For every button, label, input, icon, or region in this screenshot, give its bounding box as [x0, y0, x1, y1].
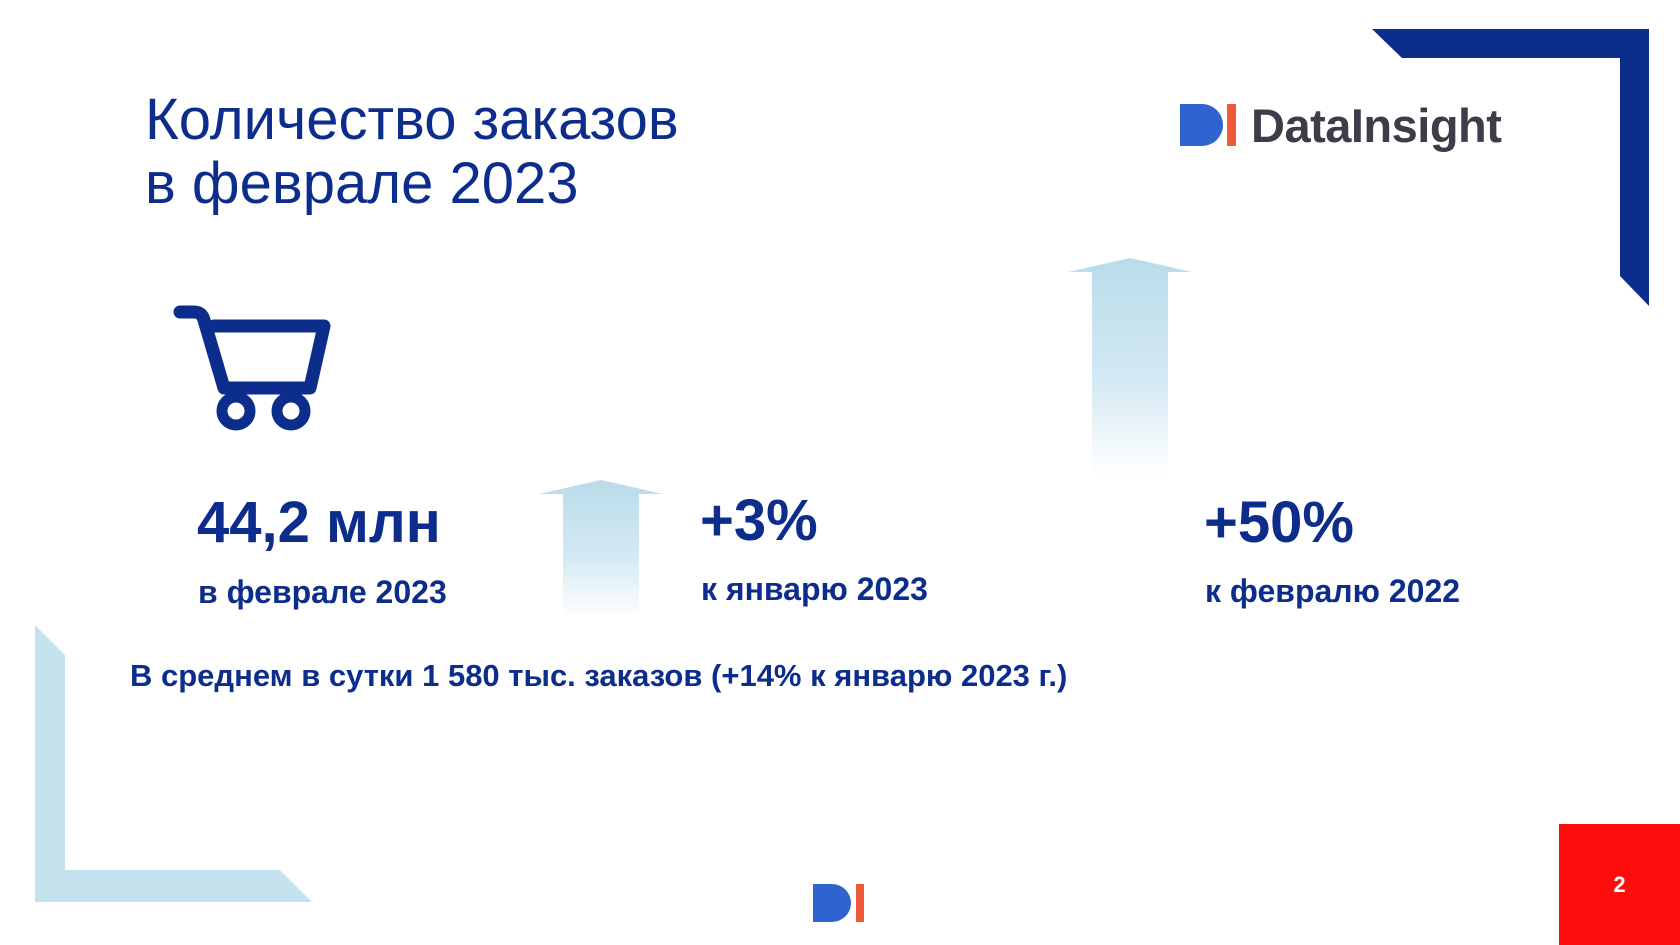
up-arrow-icon	[539, 480, 663, 618]
page-number: 2	[1613, 871, 1626, 897]
page-title: Количество заказов в феврале 2023	[145, 88, 679, 216]
corner-frame-bottom-left	[35, 625, 312, 902]
di-logo-mark-icon	[813, 884, 864, 922]
corner-frame-top-right	[1372, 29, 1649, 306]
page-title-line-1: Количество заказов	[145, 87, 679, 152]
up-arrow-icon	[1068, 258, 1192, 476]
logo-text: DataInsight	[1251, 99, 1502, 152]
data-insight-logo	[1180, 104, 1540, 154]
stat-value-mom: +3%	[700, 488, 818, 553]
daily-average-summary: В среднем в сутки 1 580 тыс. заказов (+1…	[130, 658, 1068, 693]
stat-label-yoy: к февралю 2022	[1205, 573, 1461, 609]
di-logo-mark-icon	[1180, 104, 1236, 146]
stat-value-yoy: +50%	[1204, 490, 1354, 555]
stat-label-mom: к январю 2023	[701, 571, 928, 607]
page-title-line-2: в феврале 2023	[145, 151, 579, 216]
page-number-badge: 2	[1559, 824, 1680, 945]
shopping-cart-icon	[173, 305, 331, 431]
stat-value-orders: 44,2 млн	[197, 490, 441, 555]
stat-label-orders: в феврале 2023	[198, 574, 447, 610]
